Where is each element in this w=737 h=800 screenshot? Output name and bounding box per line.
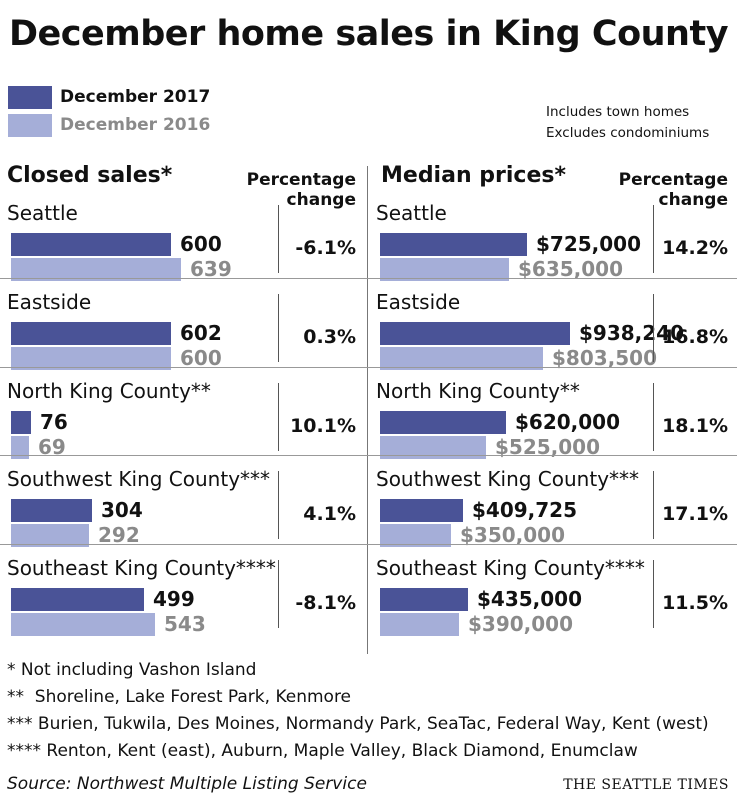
closed-bar-2017	[11, 411, 31, 434]
closed-row-separator	[0, 278, 367, 279]
legend-swatch-2017	[8, 86, 52, 109]
median-pct-change: 11.5%	[662, 592, 728, 614]
median-pct-divider	[653, 560, 654, 628]
closed-pct-change: -6.1%	[295, 237, 356, 259]
closed-pct-divider	[278, 471, 279, 539]
footnote-item: *** Burien, Tukwila, Des Moines, Normand…	[7, 714, 709, 734]
median-value-2016: $350,000	[460, 523, 566, 547]
closed-value-2017: 600	[180, 232, 222, 256]
median-prices-title: Median prices*	[381, 163, 566, 188]
closed-sales-title: Closed sales*	[7, 163, 173, 188]
legend-swatch-2016	[8, 114, 52, 137]
closed-bar-2017	[11, 588, 144, 611]
legend-label-2016: December 2016	[60, 115, 211, 135]
closed-value-2016: 292	[98, 523, 140, 547]
median-category-label: Eastside	[376, 290, 461, 314]
closed-sales-pct-header-line2: change	[286, 190, 356, 210]
closed-value-2016: 600	[180, 346, 222, 370]
median-pct-change: 16.8%	[662, 326, 728, 348]
closed-row-separator	[0, 455, 367, 456]
median-pct-divider	[653, 205, 654, 273]
median-row-separator	[367, 455, 737, 456]
chart-title: December home sales in King County	[8, 14, 729, 54]
closed-bar-2016	[11, 613, 155, 636]
closed-category-label: Southwest King County***	[7, 467, 271, 491]
median-value-2017: $938,240	[579, 321, 685, 345]
closed-bar-2017	[11, 322, 171, 345]
median-value-2017: $725,000	[536, 232, 642, 256]
median-bar-2016	[380, 436, 486, 459]
closed-category-label: Seattle	[7, 201, 78, 225]
median-value-2017: $620,000	[515, 410, 621, 434]
median-value-2016: $390,000	[468, 612, 574, 636]
median-category-label: Southeast King County****	[376, 556, 645, 580]
closed-bar-2016	[11, 436, 29, 459]
median-pct-change: 14.2%	[662, 237, 728, 259]
median-pct-divider	[653, 294, 654, 362]
brand-logo: THE SEATTLE TIMES	[563, 777, 729, 793]
closed-pct-change: 10.1%	[290, 415, 356, 437]
note-condominiums: Excludes condominiums	[546, 125, 710, 141]
closed-value-2017: 602	[180, 321, 222, 345]
closed-bar-2017	[11, 499, 92, 522]
footnote-item: **** Renton, Kent (east), Auburn, Maple …	[7, 741, 638, 761]
closed-pct-divider	[278, 560, 279, 628]
median-bar-2017	[380, 411, 506, 434]
median-pct-change: 17.1%	[662, 503, 728, 525]
footnote-item: * Not including Vashon Island	[7, 660, 257, 680]
median-row-separator	[367, 367, 737, 368]
closed-bar-2016	[11, 258, 181, 281]
closed-bar-2017	[11, 233, 171, 256]
closed-category-label: North King County**	[7, 379, 211, 403]
median-row-separator	[367, 544, 737, 545]
note-townhomes: Includes town homes	[546, 104, 690, 120]
closed-category-label: Southeast King County****	[7, 556, 276, 580]
median-pct-change: 18.1%	[662, 415, 728, 437]
panel-divider	[367, 166, 368, 654]
closed-sales-pct-header: Percentage change	[247, 170, 356, 210]
median-prices-pct-header-line1: Percentage	[618, 170, 728, 190]
closed-value-2017: 304	[101, 498, 143, 522]
closed-pct-divider	[278, 383, 279, 451]
median-category-label: Seattle	[376, 201, 447, 225]
median-bar-2016	[380, 347, 543, 370]
closed-bar-2016	[11, 347, 171, 370]
source-credit: Source: Northwest Multiple Listing Servi…	[7, 774, 367, 794]
closed-row-separator	[0, 544, 367, 545]
median-bar-2017	[380, 233, 527, 256]
footnote-item: ** Shoreline, Lake Forest Park, Kenmore	[7, 687, 352, 707]
closed-pct-change: 0.3%	[303, 326, 356, 348]
closed-category-label: Eastside	[7, 290, 92, 314]
closed-pct-divider	[278, 294, 279, 362]
median-bar-2016	[380, 258, 509, 281]
closed-row-separator	[0, 367, 367, 368]
median-value-2016: $803,500	[552, 346, 658, 370]
median-value-2017: $409,725	[472, 498, 578, 522]
median-prices-pct-header: Percentage change	[619, 170, 728, 210]
legend-label-2017: December 2017	[60, 87, 211, 107]
median-category-label: North King County**	[376, 379, 580, 403]
closed-pct-divider	[278, 205, 279, 273]
closed-value-2017: 499	[153, 587, 195, 611]
median-prices-pct-header-line2: change	[658, 190, 728, 210]
median-value-2017: $435,000	[477, 587, 583, 611]
closed-sales-pct-header-line1: Percentage	[246, 170, 356, 190]
median-bar-2017	[380, 588, 468, 611]
closed-value-2016: 543	[164, 612, 206, 636]
median-pct-divider	[653, 383, 654, 451]
median-value-2016: $635,000	[518, 257, 624, 281]
closed-bar-2016	[11, 524, 89, 547]
closed-value-2017: 76	[40, 410, 68, 434]
median-pct-divider	[653, 471, 654, 539]
closed-value-2016: 639	[190, 257, 232, 281]
median-row-separator	[367, 278, 737, 279]
closed-pct-change: -8.1%	[295, 592, 356, 614]
median-bar-2017	[380, 322, 570, 345]
median-bar-2016	[380, 613, 459, 636]
closed-pct-change: 4.1%	[303, 503, 356, 525]
median-bar-2016	[380, 524, 451, 547]
median-bar-2017	[380, 499, 463, 522]
median-category-label: Southwest King County***	[376, 467, 640, 491]
